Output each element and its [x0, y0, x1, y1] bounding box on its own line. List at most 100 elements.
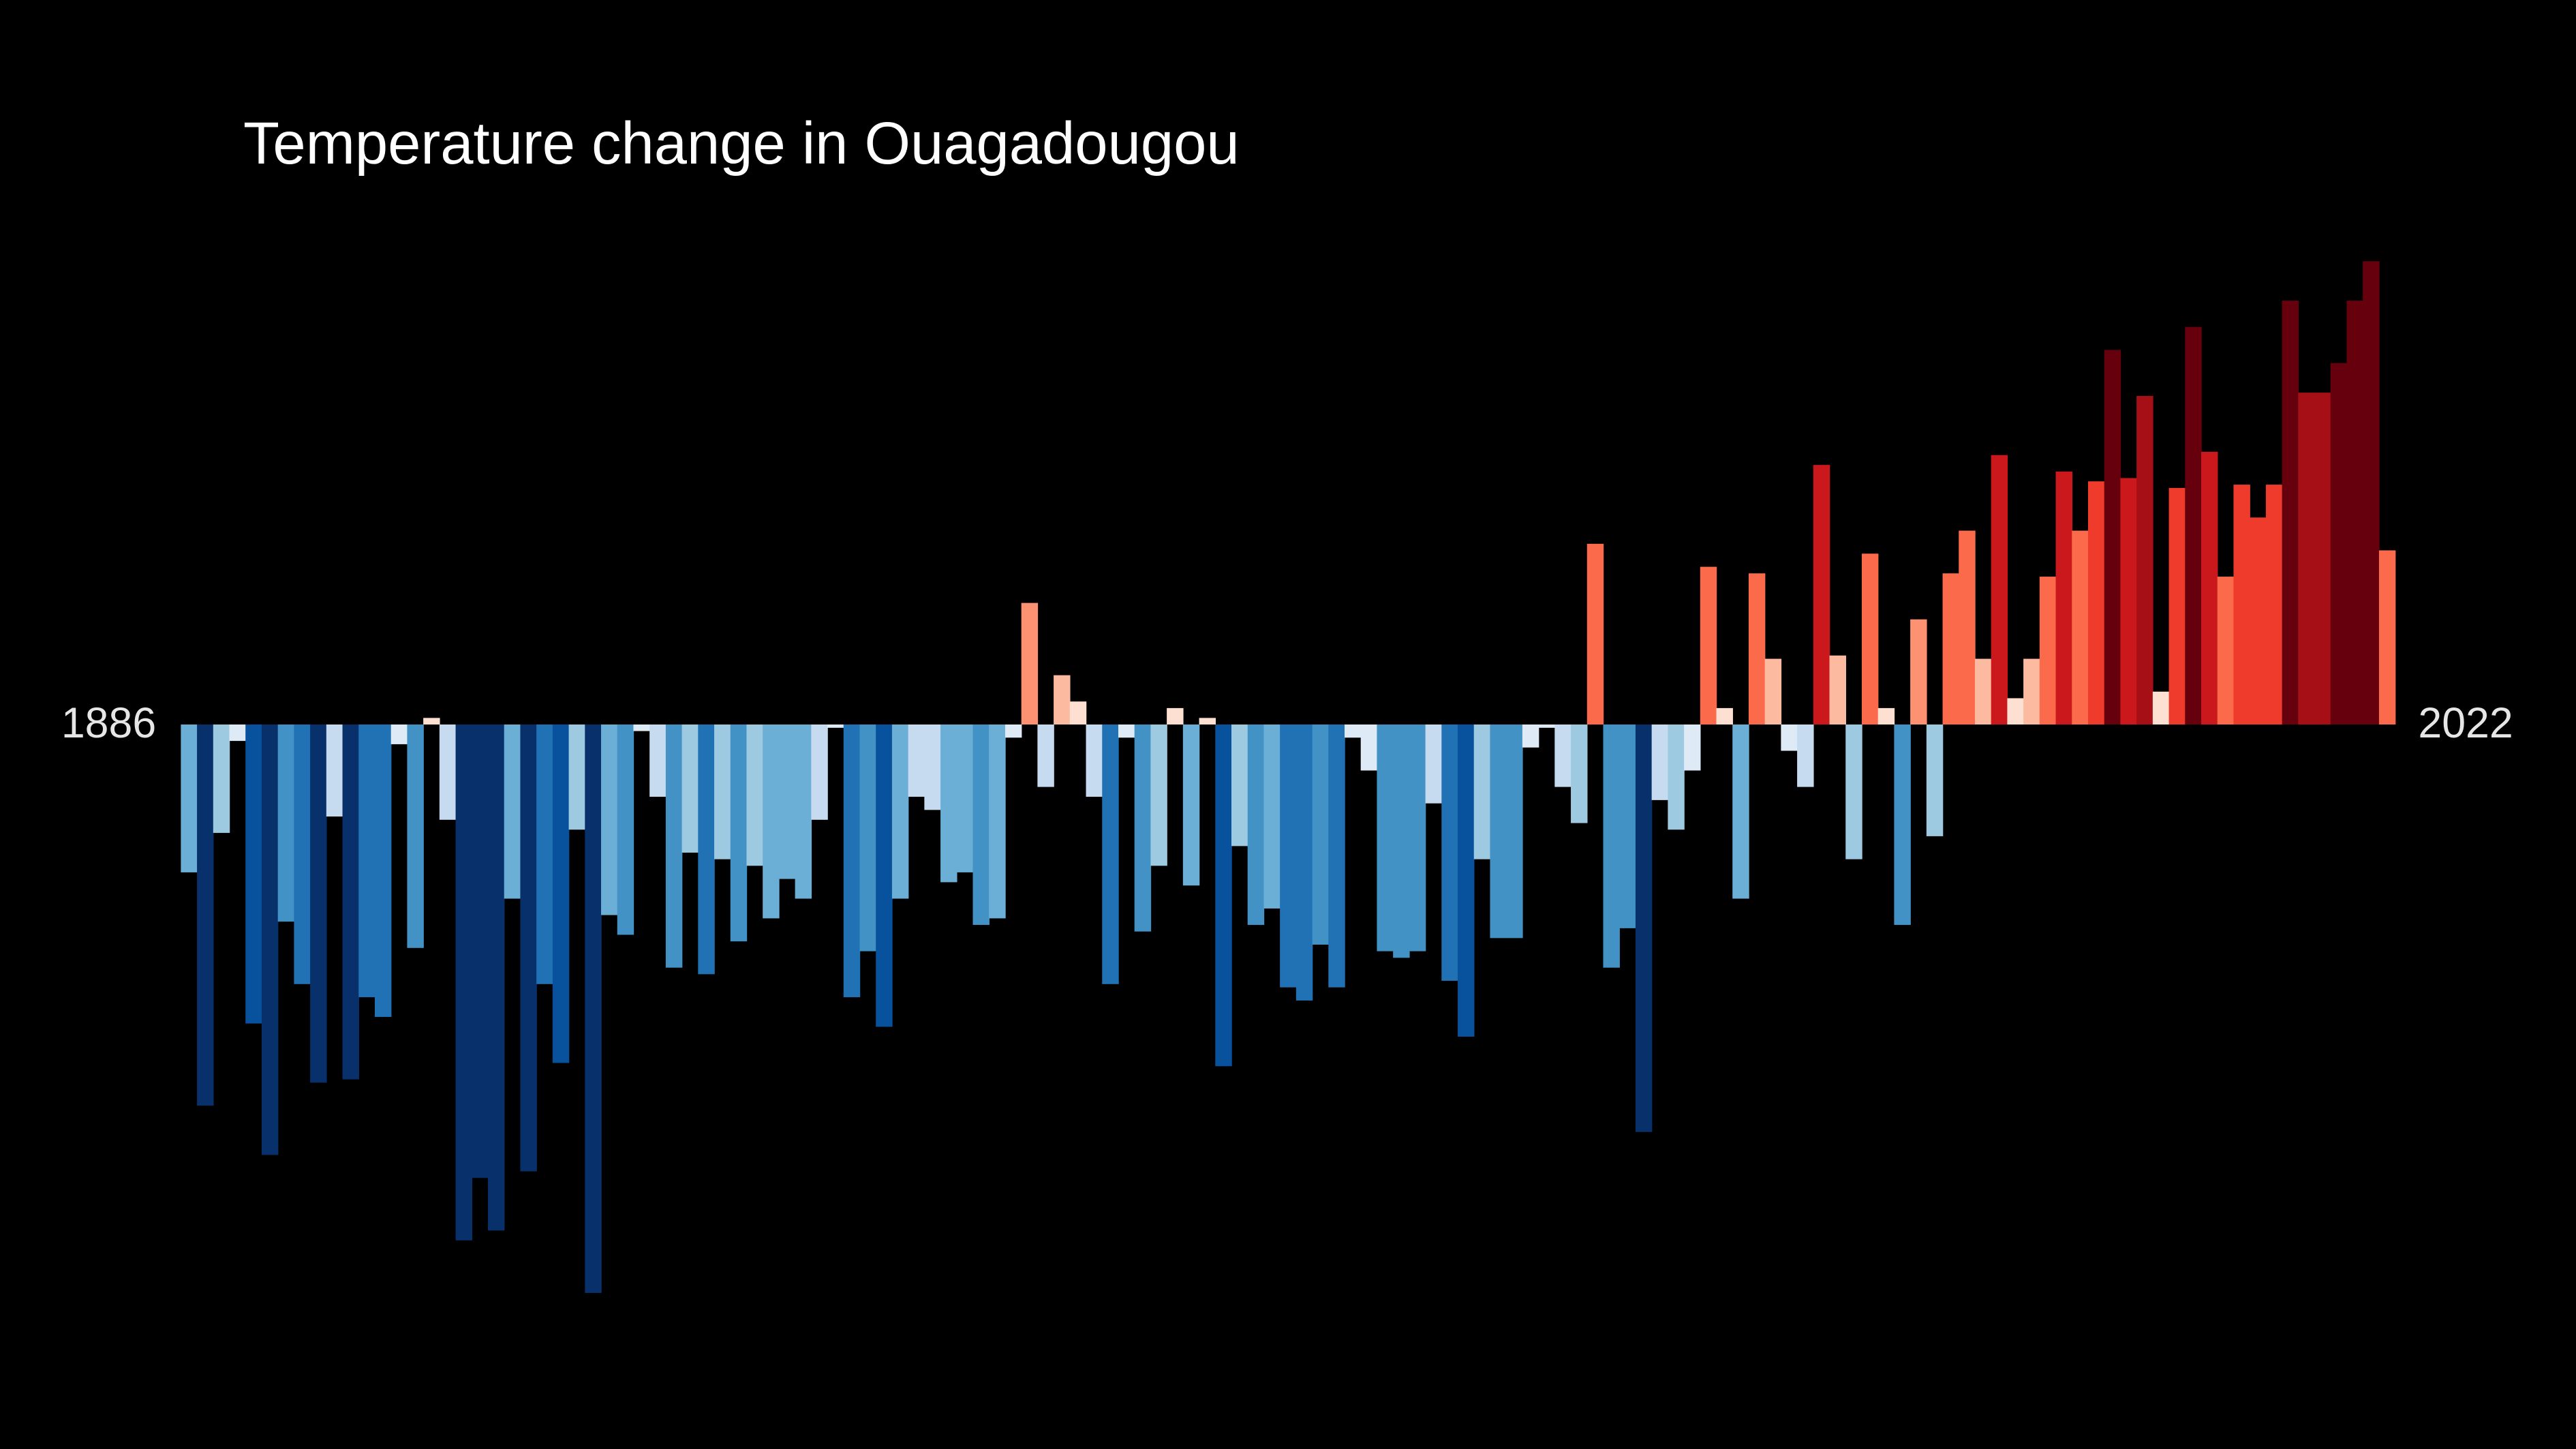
bar: [940, 724, 957, 883]
bar: [585, 724, 602, 1294]
bar: [1328, 724, 1345, 988]
bar: [1684, 724, 1701, 771]
bar: [908, 724, 925, 797]
bar: [439, 724, 457, 820]
bar: [1054, 675, 1071, 724]
bar: [358, 724, 375, 998]
bar: [1102, 724, 1119, 984]
bar: [891, 724, 909, 899]
bar: [1182, 724, 1200, 886]
bar: [1215, 724, 1232, 1067]
bar: [536, 724, 553, 984]
bar: [1910, 619, 1927, 724]
bar: [2330, 363, 2348, 724]
bar: [1861, 553, 1879, 724]
bar: [472, 724, 489, 1178]
bar: [1668, 724, 1685, 830]
bar: [1926, 724, 1944, 836]
bar: [1845, 724, 1862, 859]
bar: [763, 724, 780, 919]
bar: [1425, 724, 1443, 804]
bar: [2201, 451, 2218, 724]
bar: [2363, 261, 2380, 724]
bar: [245, 724, 262, 1024]
bar: [2088, 481, 2105, 724]
bar: [1086, 724, 1103, 797]
bar: [1732, 724, 1749, 899]
bar: [1894, 724, 1911, 926]
x-tick-label: 2022: [2418, 699, 2513, 747]
bar: [601, 724, 618, 915]
bar: [1134, 724, 1152, 932]
bar: [876, 724, 893, 1027]
bar: [1571, 724, 1588, 823]
bar: [1345, 724, 1362, 738]
bar: [649, 724, 666, 797]
bar: [2250, 517, 2267, 724]
bar: [698, 724, 715, 975]
bar: [1748, 573, 1766, 724]
bar: [1167, 707, 1184, 724]
bar: [1974, 658, 1992, 724]
bar: [1506, 724, 1523, 939]
bar: [2168, 487, 2186, 724]
bar: [956, 724, 974, 872]
bar: [681, 724, 699, 853]
bar: [1263, 724, 1281, 909]
bar: [924, 724, 941, 810]
bar: [2152, 691, 2170, 724]
bar: [859, 724, 876, 951]
bar: [1764, 658, 1782, 724]
bar: [213, 724, 230, 834]
bar: [1199, 718, 1216, 724]
bar: [1635, 724, 1653, 1132]
bar: [2072, 530, 2089, 724]
bar: [568, 724, 586, 830]
bar: [665, 724, 683, 968]
bar: [2007, 698, 2024, 724]
bar: [294, 724, 311, 984]
bar: [1813, 465, 1830, 724]
chart-title: Temperature change in Ouagadougou: [243, 110, 1240, 177]
bar: [1231, 724, 1248, 846]
bar: [2120, 478, 2137, 724]
bar: [310, 724, 327, 1083]
bar: [374, 724, 392, 1018]
bar: [1295, 724, 1313, 1001]
bar: [843, 724, 861, 998]
bar: [2217, 577, 2235, 724]
bar: [2023, 658, 2040, 724]
bar: [2136, 395, 2153, 724]
bar: [714, 724, 731, 859]
bar: [197, 724, 214, 1106]
bar: [342, 724, 359, 1080]
bar: [2265, 485, 2283, 724]
bar: [1441, 724, 1458, 981]
bar: [2314, 393, 2331, 724]
bar: [455, 724, 473, 1240]
bar: [2039, 577, 2057, 724]
bar: [795, 724, 812, 899]
bar: [1538, 724, 1556, 728]
bar: [1490, 724, 1507, 939]
bar: [1312, 724, 1330, 945]
bar: [1280, 724, 1297, 988]
bar: [1651, 724, 1669, 800]
x-tick-label: 1886: [61, 699, 156, 747]
bar: [1005, 724, 1022, 738]
bar: [1829, 655, 1846, 724]
bar: [487, 724, 505, 1231]
bar: [2104, 350, 2121, 724]
bar: [277, 724, 295, 922]
bar: [261, 724, 279, 1155]
bar: [1797, 724, 1814, 787]
bar: [1700, 566, 1717, 724]
bar: [811, 724, 828, 820]
bar: [1877, 707, 1895, 724]
bar: [1409, 724, 1426, 951]
bar: [1069, 701, 1087, 724]
bar: [1959, 530, 1976, 724]
bar: [1619, 724, 1636, 928]
bar: [2233, 485, 2250, 724]
